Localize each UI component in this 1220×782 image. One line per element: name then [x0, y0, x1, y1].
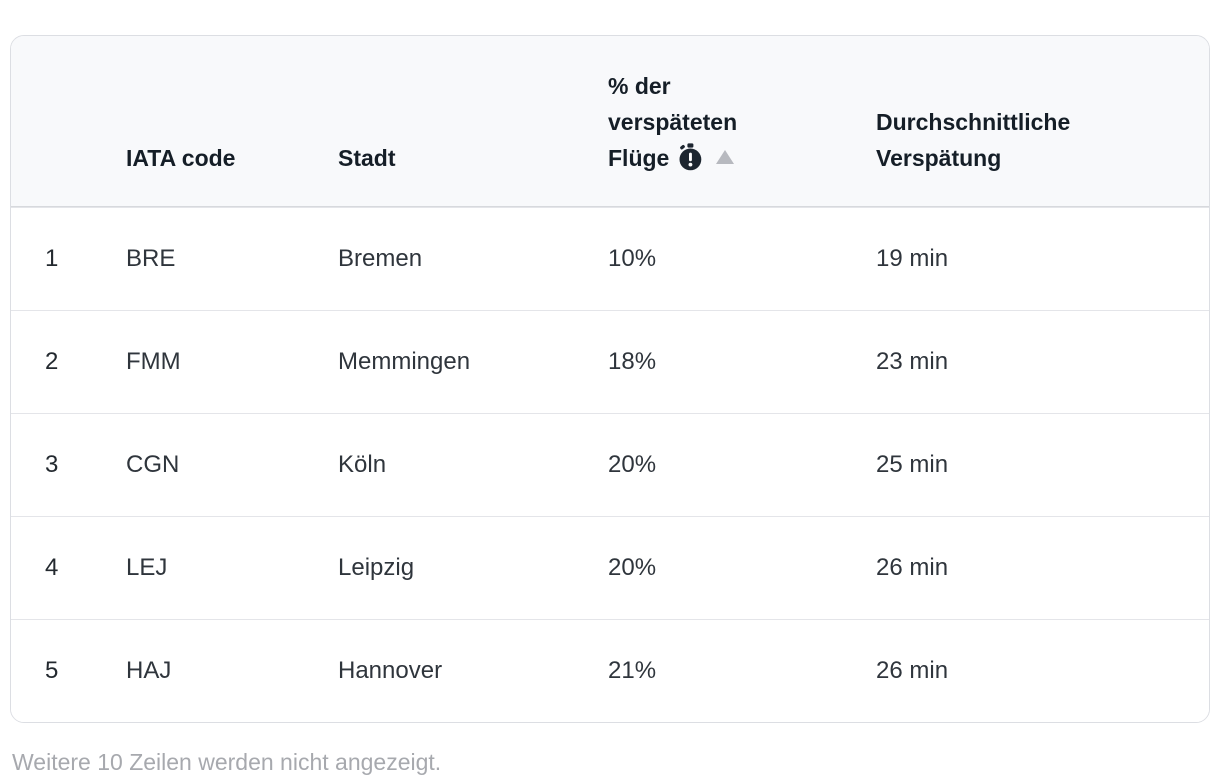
cell-iata: LEJ — [126, 554, 168, 581]
row-index: 2 — [45, 348, 59, 375]
cell-stadt: Köln — [338, 451, 387, 478]
cell-avg-delay: 19 min — [876, 245, 949, 272]
delayed-flights-table-card: IATA code Stadt % der verspäteten Flüge … — [10, 35, 1210, 723]
row-index: 1 — [45, 245, 59, 272]
table-row: 2 FMM Memmingen 18% 23 min — [11, 310, 1209, 413]
stopwatch-alert-icon — [679, 143, 702, 171]
column-header-stadt-label: Stadt — [338, 145, 396, 171]
cell-stadt: Bremen — [338, 245, 423, 272]
row-index: 4 — [45, 554, 59, 581]
cell-iata: CGN — [126, 451, 180, 478]
cell-pct-delayed: 18% — [608, 348, 657, 375]
cell-iata: FMM — [126, 348, 181, 375]
column-header-avg-delay[interactable]: Durchschnittliche Verspätung — [876, 36, 1209, 206]
cell-stadt: Hannover — [338, 657, 443, 684]
column-header-pct-delayed-label: % der verspäteten Flüge — [608, 73, 738, 171]
column-header-stadt[interactable]: Stadt — [338, 36, 608, 206]
table-row: 5 HAJ Hannover 21% 26 min — [11, 619, 1209, 722]
column-header-iata-label: IATA code — [126, 145, 236, 171]
column-header-avg-delay-label: Durchschnittliche Verspätung — [876, 109, 1071, 171]
cell-iata: HAJ — [126, 657, 172, 684]
column-header-iata[interactable]: IATA code — [126, 36, 338, 206]
cell-pct-delayed: 21% — [608, 657, 657, 684]
cell-avg-delay: 23 min — [876, 348, 949, 375]
sort-ascending-icon — [716, 150, 735, 164]
cell-pct-delayed: 20% — [608, 554, 657, 581]
cell-stadt: Memmingen — [338, 348, 471, 375]
row-index: 3 — [45, 451, 59, 478]
cell-avg-delay: 26 min — [876, 657, 949, 684]
column-header-index — [11, 36, 126, 206]
table-row: 3 CGN Köln 20% 25 min — [11, 413, 1209, 516]
table-row: 1 BRE Bremen 10% 19 min — [11, 207, 1209, 310]
cell-avg-delay: 25 min — [876, 451, 949, 478]
table-header: IATA code Stadt % der verspäteten Flüge … — [11, 36, 1209, 207]
column-header-pct-delayed[interactable]: % der verspäteten Flüge — [608, 36, 876, 206]
cell-pct-delayed: 10% — [608, 245, 657, 272]
truncation-note: Weitere 10 Zeilen werden nicht angezeigt… — [12, 749, 442, 775]
cell-avg-delay: 26 min — [876, 554, 949, 581]
column-header-pct-delayed-wrap: % der verspäteten Flüge — [608, 68, 786, 176]
table-row: 4 LEJ Leipzig 20% 26 min — [11, 516, 1209, 619]
cell-stadt: Leipzig — [338, 554, 415, 581]
cell-pct-delayed: 20% — [608, 451, 657, 478]
row-index: 5 — [45, 657, 59, 684]
cell-iata: BRE — [126, 245, 176, 272]
